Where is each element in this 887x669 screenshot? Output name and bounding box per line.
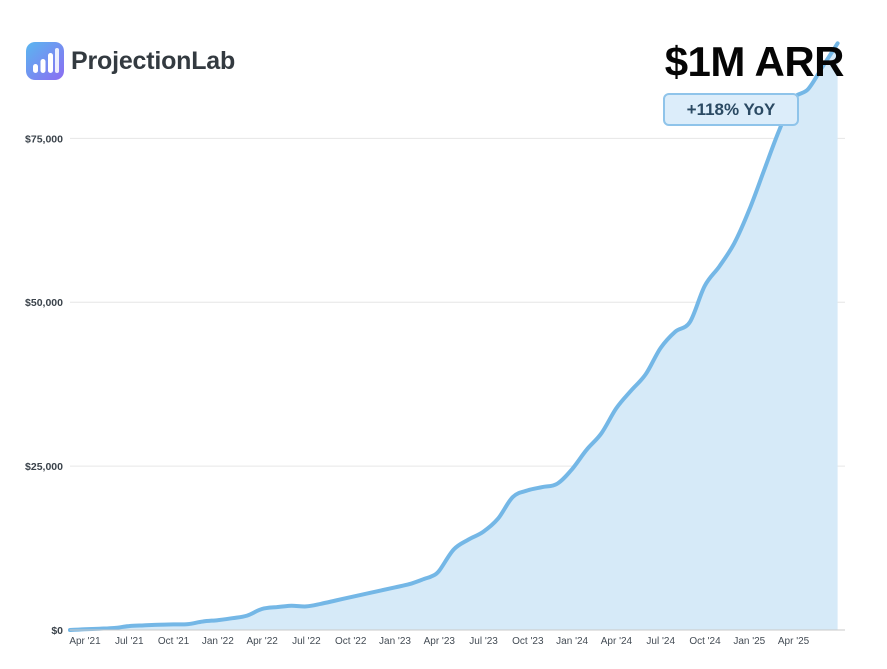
- x-tick-label: Jul '23: [469, 636, 498, 647]
- x-tick-label: Oct '21: [158, 636, 190, 647]
- x-tick-label: Apr '22: [246, 636, 278, 647]
- x-tick-label: Oct '24: [689, 636, 721, 647]
- x-tick-label: Oct '22: [335, 636, 367, 647]
- y-tick-label: $0: [51, 625, 63, 637]
- x-tick-label: Apr '24: [601, 636, 633, 647]
- headline-arr: $1M ARR: [664, 38, 845, 85]
- brand[interactable]: ProjectionLab: [26, 42, 235, 80]
- x-tick-label: Jan '25: [733, 636, 765, 647]
- x-tick-label: Apr '21: [69, 636, 101, 647]
- x-tick-label: Jul '24: [646, 636, 675, 647]
- x-tick-label: Jan '24: [556, 636, 588, 647]
- x-tick-label: Jan '22: [202, 636, 234, 647]
- x-tick-label: Jul '21: [115, 636, 144, 647]
- x-tick-label: Jan '23: [379, 636, 411, 647]
- x-tick-label: Jul '22: [292, 636, 321, 647]
- brand-name: ProjectionLab: [71, 46, 236, 75]
- y-tick-label: $50,000: [25, 297, 63, 309]
- series-line-mrr: [68, 41, 840, 632]
- x-tick-label: Oct '23: [512, 636, 544, 647]
- yoy-growth-badge: +118% YoY: [663, 93, 799, 126]
- bar-chart-logo-icon: [26, 42, 64, 80]
- x-tick-label: Apr '23: [424, 636, 456, 647]
- x-tick-label: Apr '25: [778, 636, 810, 647]
- y-tick-label: $75,000: [25, 133, 63, 145]
- area-fill: [70, 43, 838, 631]
- y-tick-label: $25,000: [25, 461, 63, 473]
